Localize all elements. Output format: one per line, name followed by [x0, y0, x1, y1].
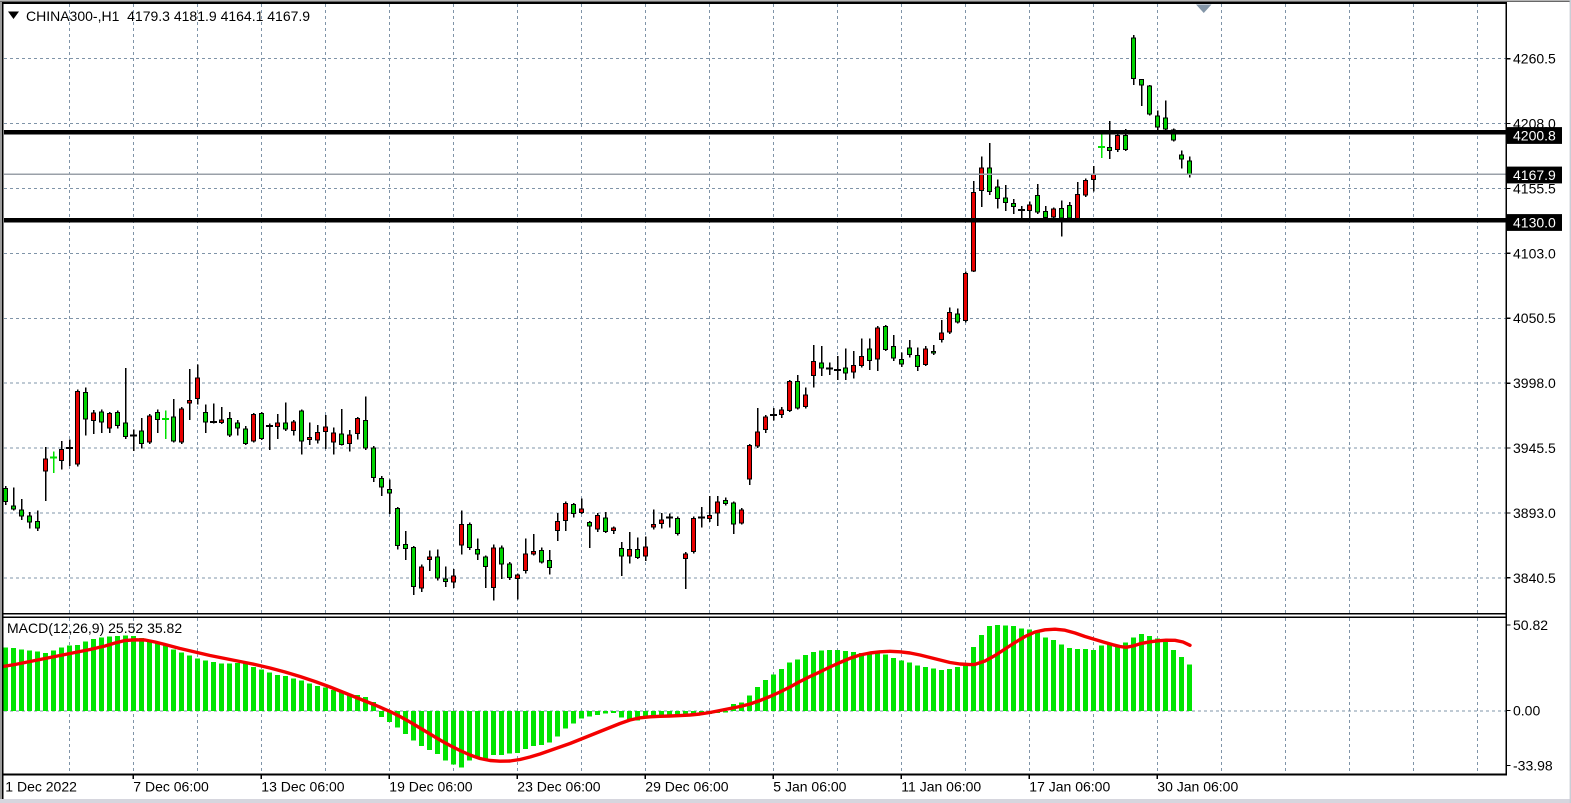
svg-text:4155.5: 4155.5: [1513, 180, 1556, 196]
svg-text:11 Jan 06:00: 11 Jan 06:00: [901, 779, 981, 795]
svg-text:30 Jan 06:00: 30 Jan 06:00: [1157, 779, 1238, 795]
svg-text:29 Dec 06:00: 29 Dec 06:00: [645, 779, 728, 795]
svg-text:-33.98: -33.98: [1513, 758, 1553, 774]
svg-text:0.00: 0.00: [1513, 703, 1540, 719]
svg-text:17 Jan 06:00: 17 Jan 06:00: [1029, 779, 1110, 795]
svg-text:4260.5: 4260.5: [1513, 51, 1556, 67]
svg-text:3840.5: 3840.5: [1513, 570, 1556, 586]
svg-text:3998.0: 3998.0: [1513, 375, 1556, 391]
svg-text:4103.0: 4103.0: [1513, 245, 1556, 261]
svg-text:50.82: 50.82: [1513, 617, 1548, 633]
svg-text:3893.0: 3893.0: [1513, 505, 1556, 521]
svg-text:7 Dec 06:00: 7 Dec 06:00: [133, 779, 209, 795]
svg-text:4200.8: 4200.8: [1513, 128, 1556, 144]
svg-text:1 Dec 2022: 1 Dec 2022: [5, 779, 77, 795]
svg-text:23 Dec 06:00: 23 Dec 06:00: [517, 779, 600, 795]
svg-text:4167.9: 4167.9: [1513, 167, 1556, 183]
svg-text:13 Dec 06:00: 13 Dec 06:00: [261, 779, 344, 795]
svg-text:CHINA300-,H1 4179.3 4181.9 41: CHINA300-,H1 4179.3 4181.9 4164.1 4167.9: [26, 8, 310, 24]
svg-text:4130.0: 4130.0: [1513, 215, 1556, 231]
svg-text:MACD(12,26,9) 25.52 35.82: MACD(12,26,9) 25.52 35.82: [7, 620, 182, 636]
svg-text:19 Dec 06:00: 19 Dec 06:00: [389, 779, 472, 795]
svg-text:4050.5: 4050.5: [1513, 310, 1556, 326]
svg-text:5 Jan 06:00: 5 Jan 06:00: [773, 779, 846, 795]
svg-text:3945.5: 3945.5: [1513, 440, 1556, 456]
